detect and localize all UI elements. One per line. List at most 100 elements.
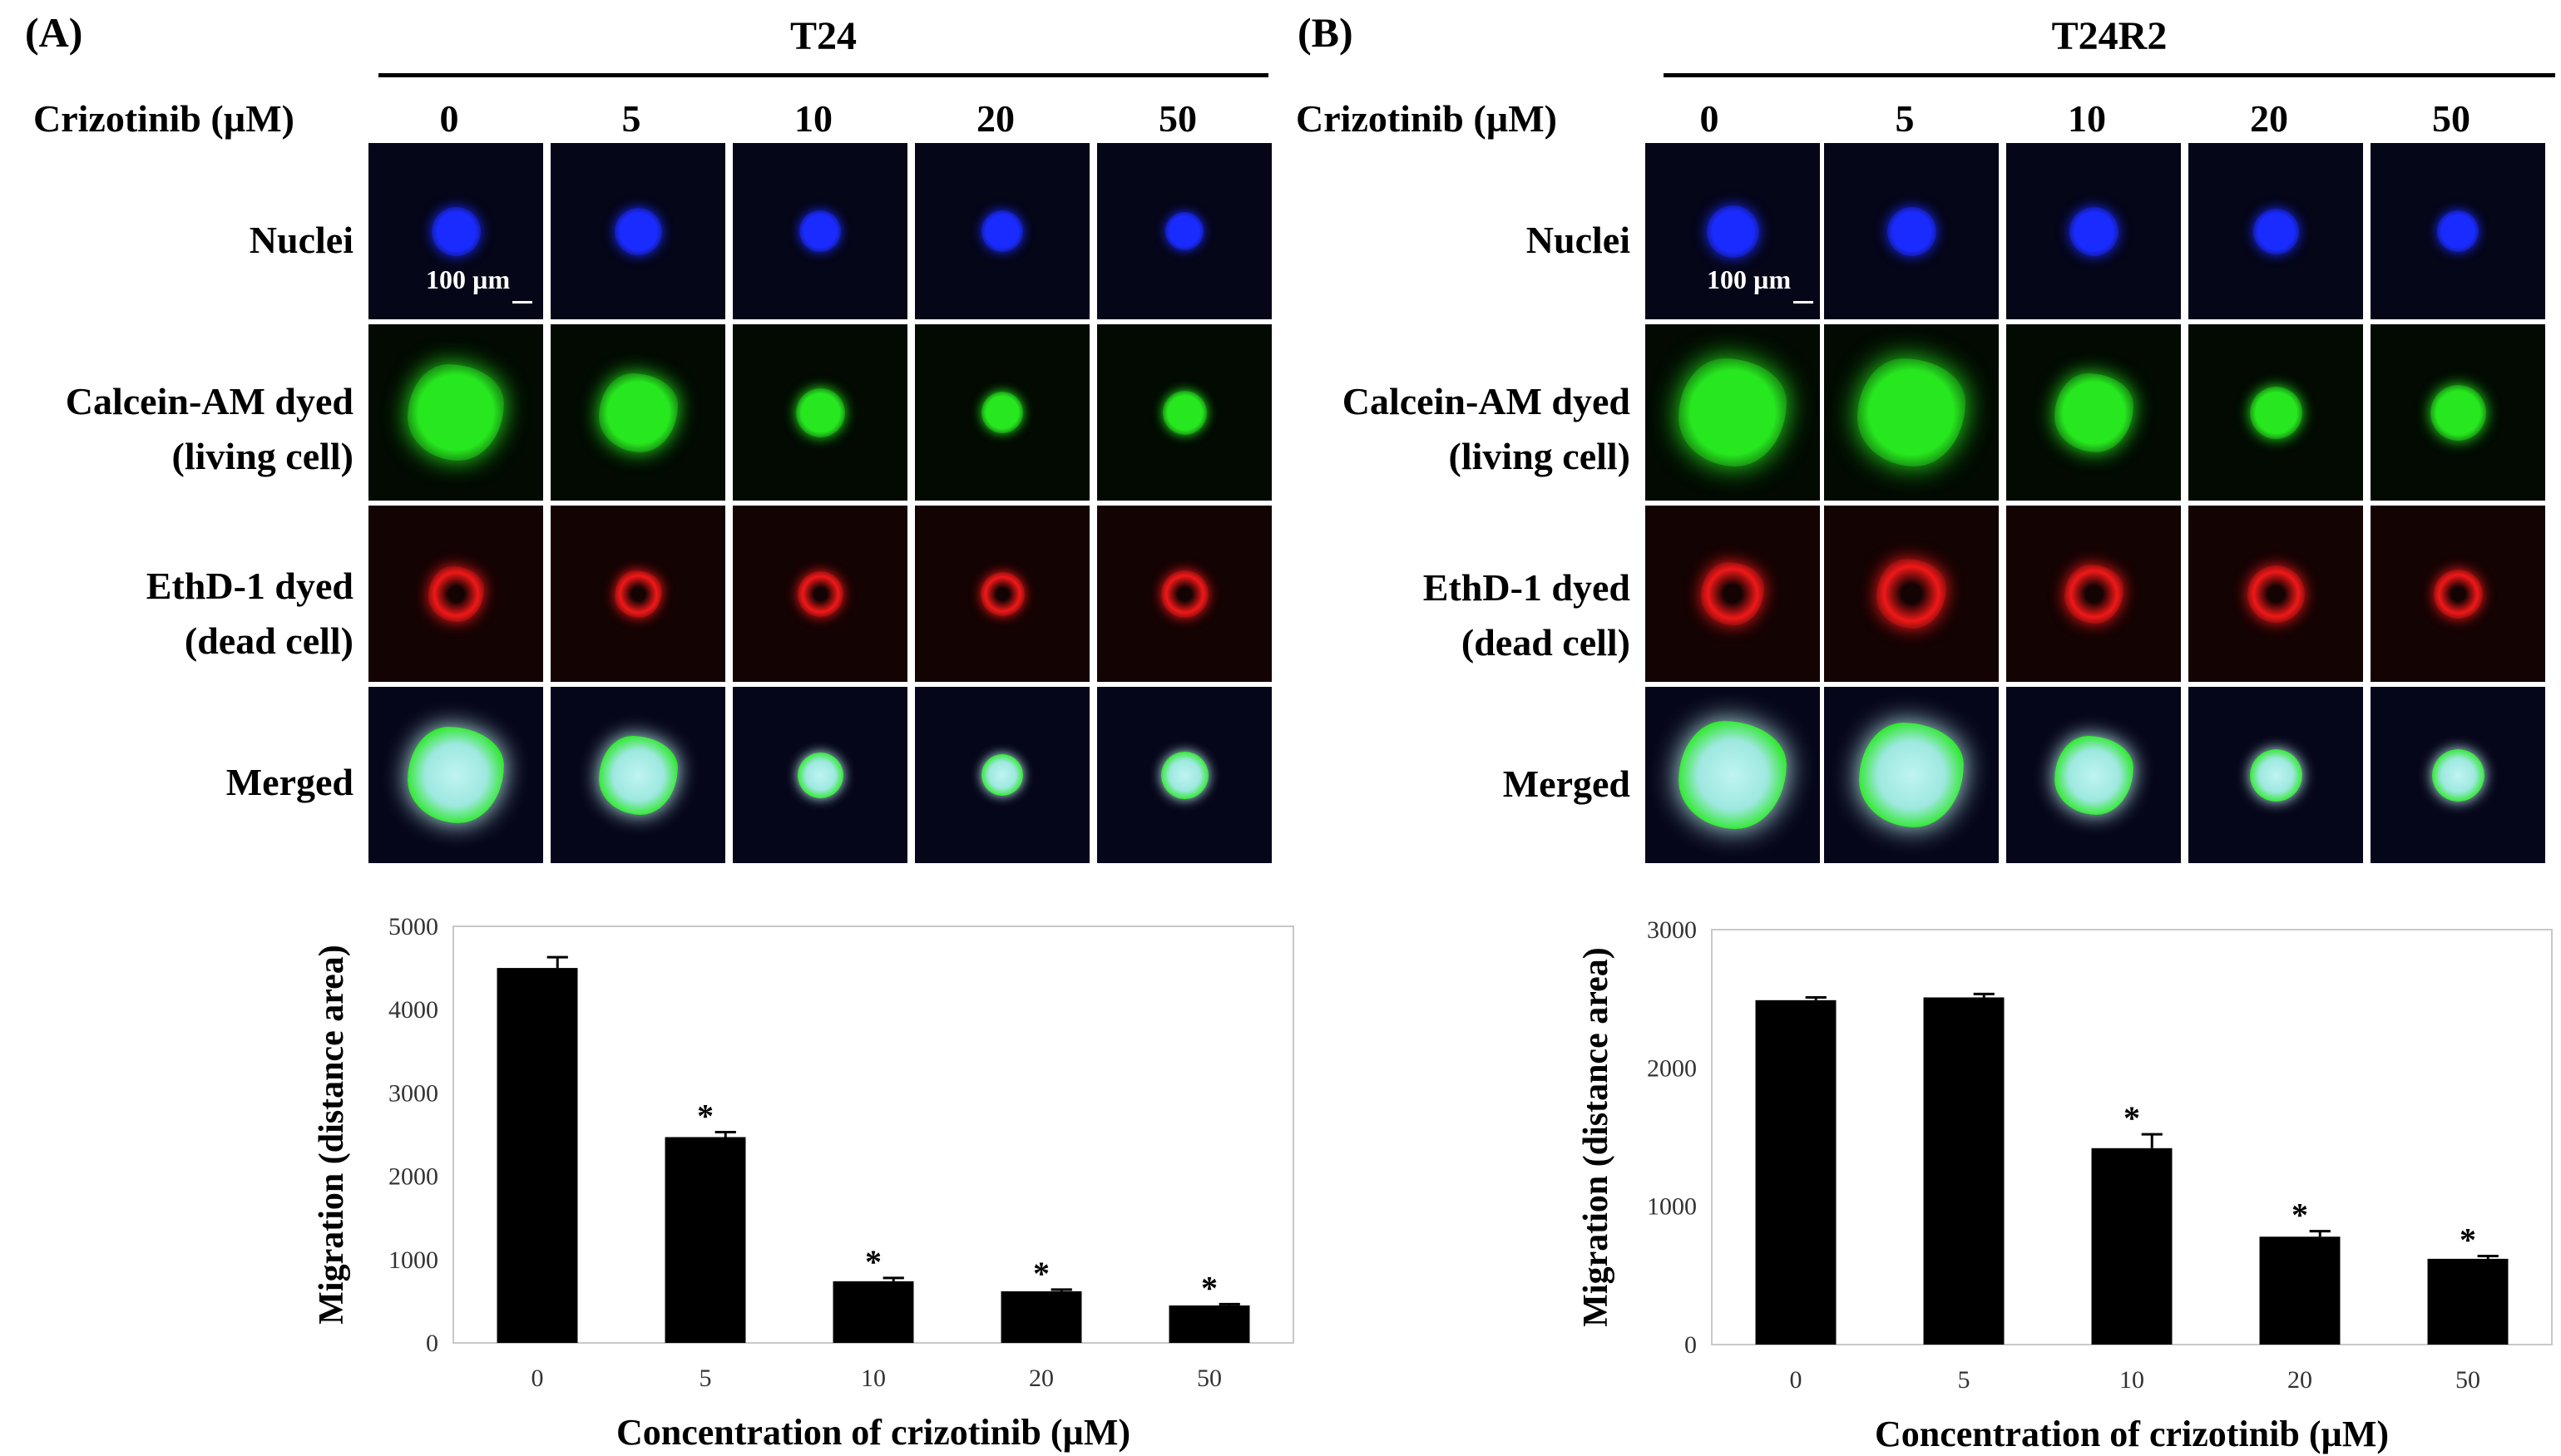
micrograph-calcein-dose-10 — [733, 324, 907, 501]
cell-spheroid — [598, 735, 678, 815]
micrograph-calcein-dose-20 — [915, 324, 1090, 501]
panel-a-row-label-nuclei: Nuclei — [0, 213, 353, 268]
micrograph-merged-dose-20 — [915, 687, 1090, 863]
micrograph-calcein-dose-10 — [2006, 324, 2181, 501]
cell-spheroid — [980, 571, 1025, 616]
panel-a-dose-5: 5 — [621, 97, 641, 140]
micrograph-calcein-dose-50 — [2371, 324, 2545, 501]
cell-spheroid — [797, 752, 843, 798]
micrograph-ethd-dose-0 — [1645, 506, 1820, 682]
row-label-line: (dead cell) — [1461, 621, 1630, 664]
panel-a-row-label-merged: Merged — [0, 755, 353, 810]
bar — [833, 1281, 914, 1343]
x-tick-label: 50 — [2455, 1366, 2480, 1394]
micrograph-calcein-dose-5 — [551, 324, 725, 501]
bar — [1923, 997, 2005, 1345]
x-tick-label: 5 — [1958, 1366, 1970, 1394]
cell-spheroid — [431, 206, 481, 256]
row-label-line: EthD-1 dyed — [1422, 566, 1630, 609]
y-tick-label: 2000 — [1647, 1054, 1697, 1082]
y-tick-label: 3000 — [388, 1079, 438, 1107]
cell-spheroid — [408, 727, 504, 823]
bar — [497, 968, 578, 1343]
x-tick-label: 10 — [861, 1365, 886, 1392]
micrograph-ethd-dose-5 — [551, 506, 725, 682]
micrograph-calcein-dose-5 — [1824, 324, 1999, 501]
micrograph-calcein-dose-50 — [1097, 324, 1272, 501]
x-tick-label: 5 — [700, 1365, 712, 1392]
cell-spheroid — [1162, 390, 1207, 435]
panel-a-cell-line: T24 — [789, 14, 857, 58]
x-tick-label: 20 — [1029, 1365, 1054, 1392]
row-label-line: EthD-1 dyed — [146, 565, 353, 607]
panel-b-row-label-ethd: EthD-1 dyed (dead cell) — [1281, 560, 1630, 670]
micrograph-merged-dose-50 — [1097, 687, 1272, 863]
y-tick-label: 0 — [426, 1330, 438, 1357]
y-tick-label: 0 — [1684, 1331, 1697, 1359]
panel-b-dose-20: 20 — [2250, 97, 2288, 140]
cell-spheroid — [799, 210, 841, 252]
cell-spheroid — [2252, 208, 2299, 254]
cell-spheroid — [614, 207, 662, 255]
cell-spheroid — [2054, 373, 2133, 452]
y-tick-label: 1000 — [1647, 1193, 1697, 1221]
panel-a-dose-header: Crizotinib (µM) — [33, 97, 294, 140]
y-tick-label: 1000 — [388, 1246, 438, 1274]
cell-spheroid — [1701, 562, 1764, 625]
panel-b-dose-5: 5 — [1895, 97, 1915, 140]
micrograph-nuclei-dose-50 — [1097, 143, 1272, 319]
panel-a-dose-20: 20 — [976, 97, 1015, 140]
y-tick-label: 3000 — [1647, 916, 1697, 944]
panel-a-dose-50: 50 — [1159, 97, 1197, 140]
cell-spheroid — [981, 392, 1023, 433]
panel-b-cell-line: T24R2 — [2051, 14, 2168, 58]
cell-spheroid — [2433, 569, 2483, 619]
cell-spheroid — [1160, 751, 1209, 799]
micrograph-merged-dose-20 — [2188, 687, 2363, 863]
row-label-line: (living cell) — [1448, 435, 1630, 477]
panel-a-letter: (A) — [25, 9, 83, 56]
row-label-line: Nuclei — [249, 219, 353, 261]
significance-marker: * — [697, 1097, 714, 1134]
cell-spheroid — [1706, 205, 1759, 258]
panel-a-dose-0: 0 — [439, 97, 459, 140]
micrograph-nuclei-dose-10 — [733, 143, 907, 319]
bar — [1001, 1291, 1082, 1343]
panel-b-dose-50: 50 — [2432, 97, 2470, 140]
cell-spheroid — [981, 210, 1023, 252]
micrograph-ethd-dose-20 — [2188, 506, 2363, 682]
micrograph-merged-dose-5 — [1824, 687, 1999, 863]
micrograph-nuclei-dose-5 — [1824, 143, 1999, 319]
panel-a-row-label-ethd: EthD-1 dyed (dead cell) — [0, 559, 353, 669]
row-label-line: Merged — [1502, 763, 1630, 805]
cell-spheroid — [1876, 559, 1946, 629]
cell-spheroid — [2430, 384, 2486, 441]
micrograph-merged-dose-0 — [368, 687, 543, 863]
y-axis-label: Migration (distance area) — [313, 945, 351, 1324]
significance-marker: * — [1033, 1255, 1050, 1292]
micrograph-merged-dose-10 — [733, 687, 907, 863]
micrograph-merged-dose-50 — [2371, 687, 2545, 863]
row-label-line: (living cell) — [171, 435, 353, 477]
bar — [2427, 1258, 2509, 1345]
cell-spheroid — [1165, 212, 1204, 250]
micrograph-nuclei-dose-10 — [2006, 143, 2181, 319]
cell-spheroid — [797, 570, 843, 617]
micrograph-merged-dose-0 — [1645, 687, 1820, 863]
panel-b-dose-header: Crizotinib (µM) — [1296, 97, 1557, 140]
row-label-line: (dead cell) — [184, 619, 353, 662]
cell-spheroid — [1857, 358, 1965, 466]
x-tick-label: 20 — [2287, 1366, 2312, 1394]
row-label-line: Calcein-AM dyed — [65, 380, 353, 422]
panel-a-scale-bar-label: 100 µm — [426, 264, 511, 294]
x-axis-label: Concentration of crizotinib (µM) — [616, 1412, 1130, 1453]
x-tick-label: 0 — [531, 1365, 544, 1392]
bar — [665, 1137, 746, 1343]
micrograph-nuclei-dose-20 — [915, 143, 1090, 319]
micrograph-merged-dose-10 — [2006, 687, 2181, 863]
x-tick-label: 0 — [1790, 1366, 1802, 1394]
x-axis-label: Concentration of crizotinib (µM) — [1875, 1414, 2389, 1454]
bar — [2091, 1148, 2173, 1345]
cell-spheroid — [2437, 210, 2479, 252]
